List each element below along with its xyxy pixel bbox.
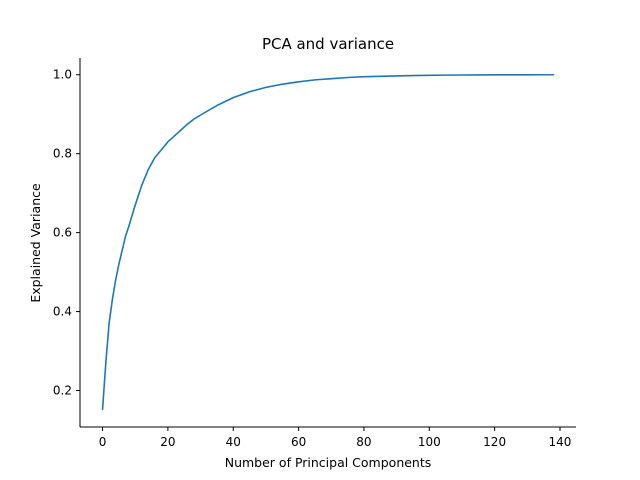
x-tick-label: 40 [226, 435, 241, 449]
explained-variance-line [101, 73, 555, 411]
y-axis-label: Explained Variance [28, 183, 43, 303]
y-tick-label: 0.4 [53, 305, 72, 319]
x-tick-label: 100 [418, 435, 441, 449]
x-axis-ticks: 0 20 40 60 80 100 120 140 [99, 427, 572, 449]
y-tick-label: 1.0 [53, 68, 72, 82]
y-tick-label: 0.6 [53, 226, 72, 240]
y-tick-label: 0.8 [53, 147, 72, 161]
x-tick-label: 140 [549, 435, 572, 449]
plot-area: 0 20 40 60 80 100 120 140 0.2 0.4 0.6 0.8 1.0 [53, 58, 576, 449]
y-axis-ticks: 0.2 0.4 0.6 0.8 1.0 [53, 68, 80, 398]
x-tick-label: 80 [356, 435, 371, 449]
x-axis-label: Number of Principal Components [225, 455, 432, 470]
x-tick-label: 120 [483, 435, 506, 449]
x-tick-label: 0 [99, 435, 107, 449]
y-tick-label: 0.2 [53, 384, 72, 398]
x-tick-label: 60 [291, 435, 306, 449]
x-tick-label: 20 [160, 435, 175, 449]
chart-title: PCA and variance [262, 35, 394, 53]
